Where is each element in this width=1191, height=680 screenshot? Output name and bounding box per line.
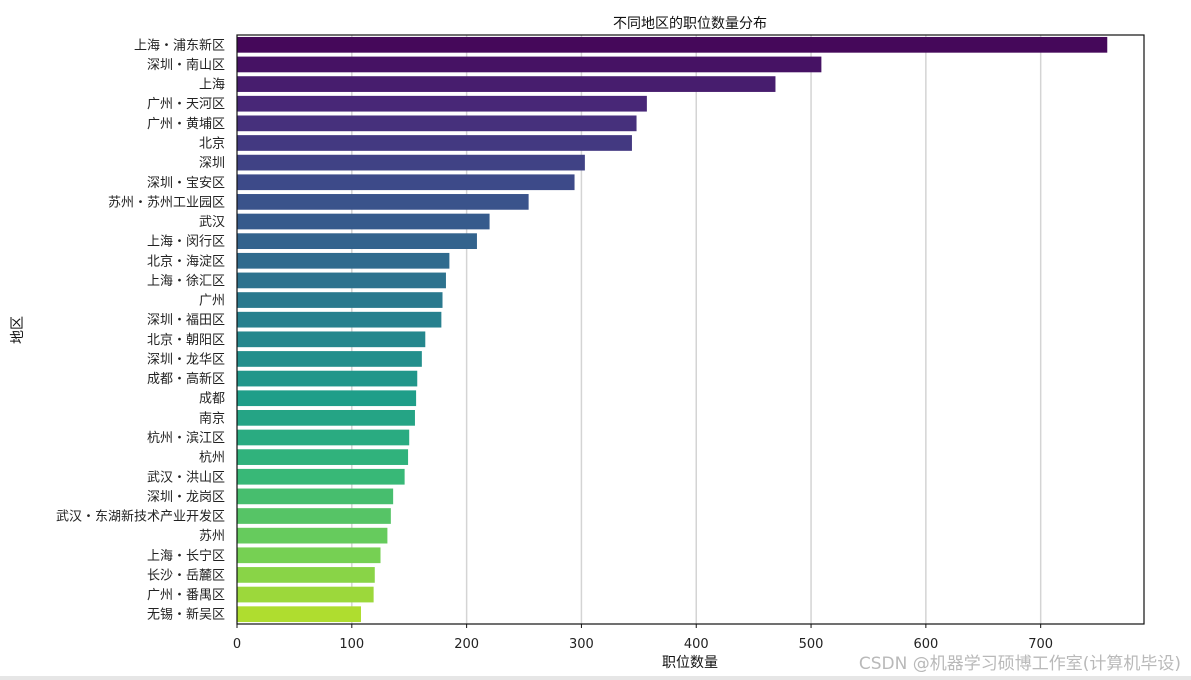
- bar: [237, 233, 477, 250]
- y-tick-label: 无锡・新吴区: [147, 607, 225, 623]
- bar: [237, 174, 575, 191]
- y-tick-label: 南京: [199, 410, 225, 426]
- bar: [237, 567, 375, 583]
- y-tick-label: 杭州・滨江区: [147, 430, 225, 446]
- bar: [237, 547, 381, 564]
- watermark: CSDN @机器学习硕博工作室(计算机毕设): [858, 654, 1181, 674]
- bar: [237, 508, 391, 524]
- bar: [237, 606, 361, 623]
- y-tick-label: 深圳・宝安区: [147, 176, 225, 191]
- x-tick-label: 200: [454, 637, 479, 652]
- x-tick-label: 500: [799, 637, 824, 652]
- y-tick-label: 长沙・岳麓区: [147, 568, 225, 583]
- bar: [237, 213, 490, 230]
- x-tick-labels: 0 100 200 300 400 500 600 700: [233, 624, 1053, 652]
- y-tick-label: 上海・徐汇区: [147, 274, 225, 289]
- y-tick-label: 上海・浦东新区: [134, 37, 225, 53]
- bar: [237, 527, 388, 544]
- y-tick-label: 北京: [199, 136, 225, 151]
- bar: [237, 56, 822, 73]
- y-tick-label: 深圳: [199, 156, 225, 171]
- bar: [237, 429, 410, 446]
- bar: [237, 76, 776, 92]
- x-tick-label: 300: [569, 637, 594, 652]
- bar: [237, 468, 405, 485]
- y-tick-label: 北京・朝阳区: [147, 333, 225, 348]
- y-tick-label: 武汉・洪山区: [147, 470, 225, 485]
- y-tick-label: 上海: [199, 78, 225, 93]
- bar: [237, 272, 446, 289]
- y-tick-label: 成都・高新区: [147, 371, 225, 387]
- x-axis-title: 职位数量: [662, 655, 718, 671]
- bar: [237, 449, 409, 465]
- plot-frame: [236, 34, 1145, 625]
- bar: [237, 311, 442, 328]
- y-tick-label: 广州・番禺区: [147, 588, 225, 603]
- bar: [237, 586, 374, 603]
- bar: [237, 390, 417, 407]
- gridlines: [351, 35, 1042, 624]
- x-tick-label: 100: [339, 637, 364, 652]
- bar: [237, 95, 647, 112]
- bar: [237, 331, 426, 348]
- chart-title: 不同地区的职位数量分布: [613, 16, 767, 32]
- y-tick-label: 深圳・龙岗区: [147, 490, 225, 505]
- y-tick-label: 上海・长宁区: [147, 548, 225, 564]
- x-tick-label: 600: [913, 637, 938, 652]
- bar: [237, 252, 450, 269]
- bar: [237, 292, 443, 308]
- bar: [237, 409, 415, 426]
- bar: [237, 488, 394, 505]
- y-tick-label: 深圳・福田区: [147, 313, 225, 328]
- bar: [237, 194, 529, 210]
- bar: [237, 36, 1108, 53]
- y-tick-label: 苏州: [199, 528, 225, 544]
- y-tick-label: 深圳・南山区: [147, 57, 225, 73]
- y-tick-label: 广州: [199, 294, 225, 309]
- y-tick-label: 成都: [199, 392, 225, 407]
- x-tick-label: 400: [684, 637, 709, 652]
- y-tick-label: 苏州・苏州工业园区: [108, 194, 225, 210]
- y-tick-label: 武汉・东湖新技术产业开发区: [56, 509, 225, 525]
- bar: [237, 351, 422, 367]
- bar: [237, 115, 637, 132]
- bar: [237, 154, 585, 171]
- y-tick-label: 广州・天河区: [147, 97, 225, 112]
- y-tick-label: 武汉: [199, 215, 225, 230]
- y-tick-label: 深圳・龙华区: [147, 352, 225, 367]
- bars: [237, 36, 1108, 623]
- y-tick-label: 杭州: [199, 451, 225, 466]
- y-tick-label: 广州・黄埔区: [147, 117, 225, 132]
- bar: [237, 135, 632, 151]
- bar: [237, 370, 418, 387]
- y-tick-labels: 上海・浦东新区深圳・南山区上海广州・天河区广州・黄埔区北京深圳深圳・宝安区苏州・…: [56, 37, 225, 622]
- y-tick-label: 北京・海淀区: [147, 254, 225, 269]
- y-axis-title: 地区: [10, 316, 26, 344]
- x-tick-label: 700: [1028, 637, 1053, 652]
- y-tick-label: 上海・闵行区: [147, 235, 225, 250]
- x-tick-label: 0: [233, 637, 241, 652]
- bottom-strip: [0, 676, 1191, 680]
